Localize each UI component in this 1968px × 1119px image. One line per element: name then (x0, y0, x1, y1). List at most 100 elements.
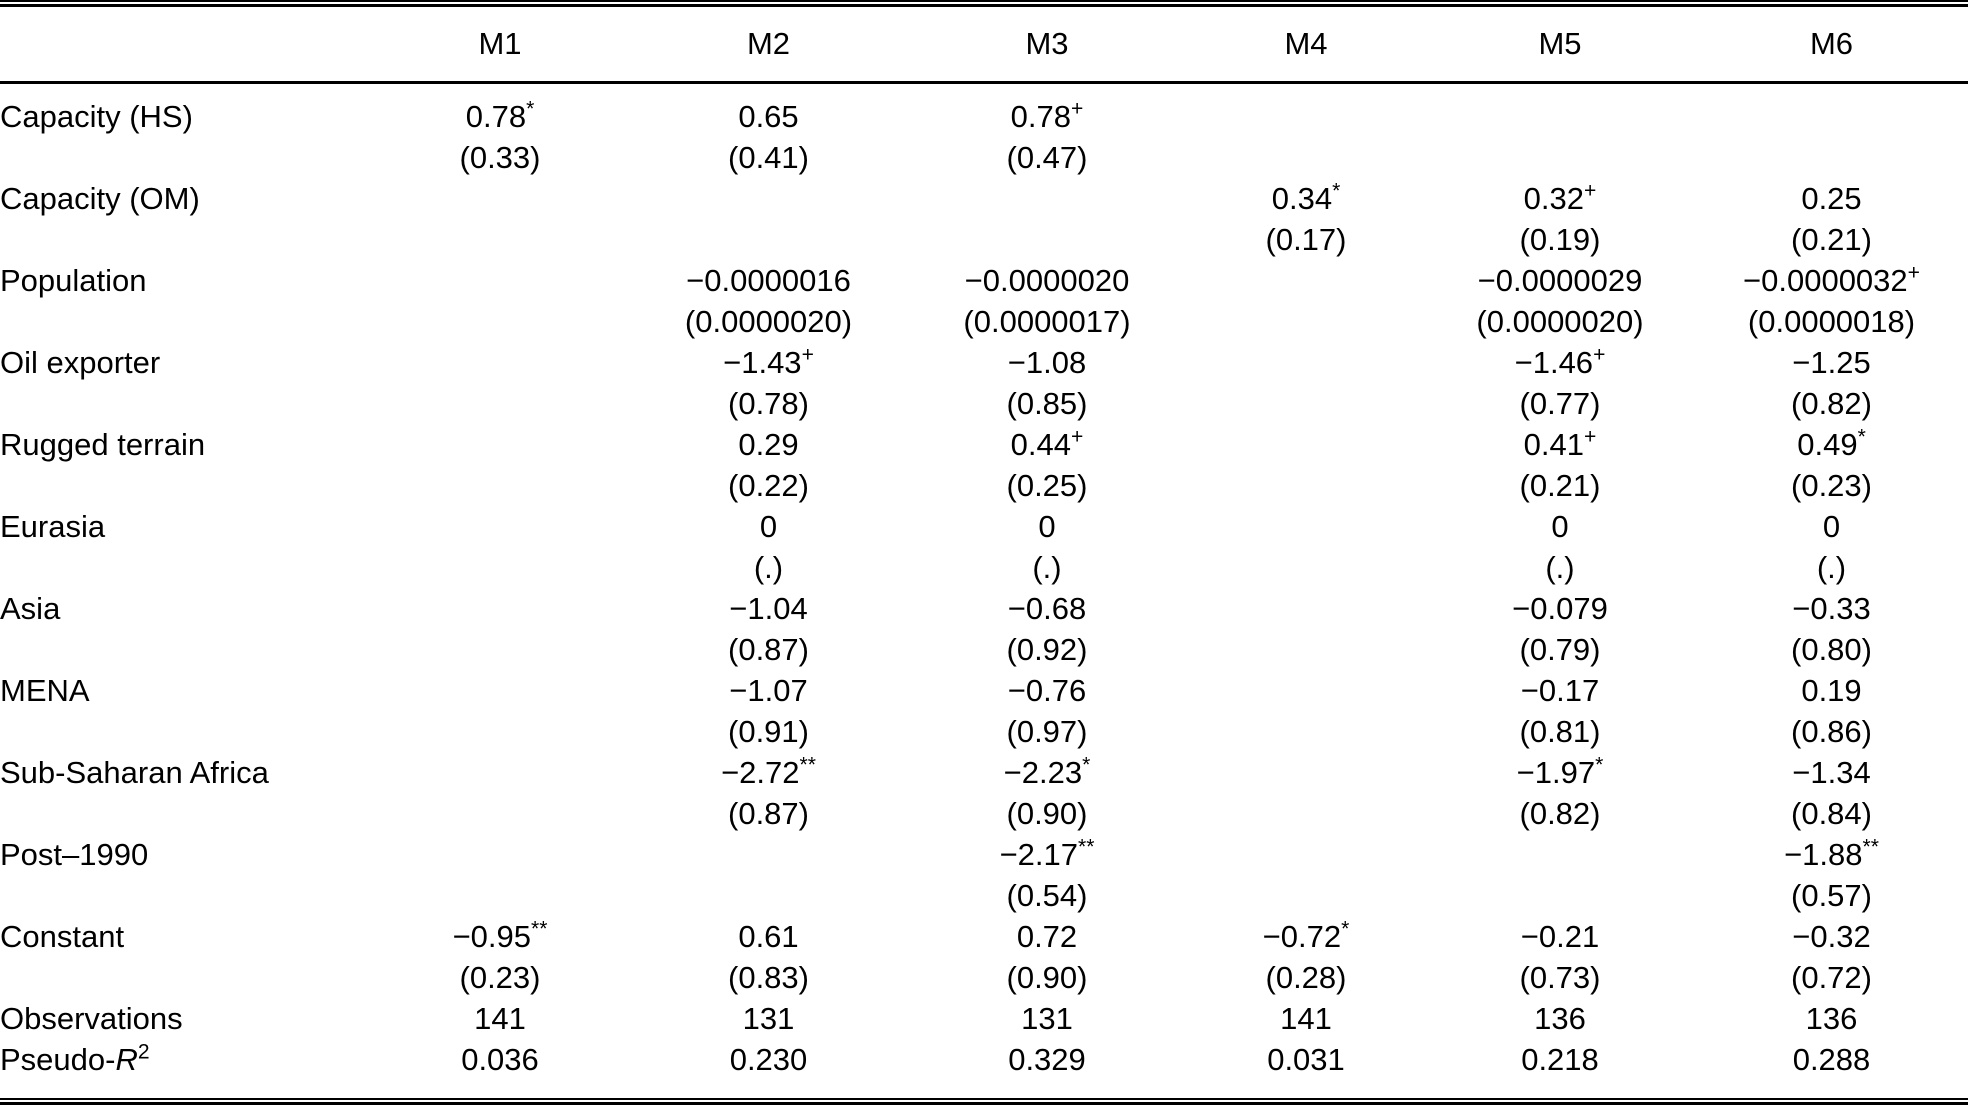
coefficient-value: −0.0000032+ (1743, 261, 1920, 298)
empty-cell (370, 834, 630, 916)
stat-value: 0.218 (1521, 1042, 1599, 1077)
coefficient-value: 0.78+ (1010, 97, 1084, 134)
coefficient-cell: 0.72 (0.90) (907, 916, 1187, 998)
coefficient-value: 0.61 (738, 919, 799, 954)
empty-cell (1187, 83, 1425, 179)
coefficient-value: −2.17** (999, 835, 1095, 872)
coefficient-cell: −1.08 (0.85) (907, 342, 1187, 424)
coefficient-cell: 0.41+ (0.21) (1425, 424, 1695, 506)
coefficient-cell: 0 (.) (1425, 506, 1695, 588)
coefficient-value: −0.95** (452, 917, 548, 954)
empty-cell (1187, 752, 1425, 834)
significance-marker: * (1341, 917, 1350, 941)
standard-error: (0.90) (1006, 960, 1088, 995)
coefficient-cell: −1.43+ (0.78) (630, 342, 907, 424)
variable-row: Rugged terrain 0.29 (0.22) 0.44+ (0.25) 0.41+… (0, 424, 1968, 506)
coefficient-value: 0 (759, 509, 778, 544)
coefficient-value: −0.76 (1007, 673, 1087, 708)
coefficient-cell: −1.04 (0.87) (630, 588, 907, 670)
coefficient-value: −1.25 (1792, 345, 1871, 380)
standard-error: (0.17) (1265, 222, 1347, 257)
column-header-empty (0, 7, 370, 84)
significance-marker: * (526, 97, 535, 121)
coefficient-cell: 0.78* (0.33) (370, 83, 630, 179)
standard-error: (0.86) (1791, 714, 1872, 749)
standard-error: (0.28) (1265, 960, 1347, 995)
coefficient-value: 0.65 (738, 99, 799, 134)
standard-error: (0.0000020) (684, 304, 853, 339)
significance-marker: + (1071, 425, 1084, 449)
header-row: M1 M2 M3 M4 M5 M6 (0, 7, 1968, 84)
standard-error: (0.91) (728, 714, 809, 749)
empty-cell (370, 424, 630, 506)
standard-error: (0.92) (1006, 632, 1088, 667)
variable-row: Asia −1.04 (0.87) −0.68 (0.92) −0.079 (0.79) −0… (0, 588, 1968, 670)
standard-error: (0.82) (1519, 796, 1601, 831)
stat-value: 0.036 (461, 1042, 539, 1077)
coefficient-cell: 0.49* (0.23) (1695, 424, 1968, 506)
standard-error: (0.73) (1519, 960, 1601, 995)
column-header-m6: M6 (1695, 7, 1968, 84)
standard-error: (0.25) (1006, 468, 1088, 503)
significance-marker: ** (531, 917, 548, 941)
coefficient-cell: 0.61 (0.83) (630, 916, 907, 998)
stat-value: 131 (1021, 1001, 1073, 1036)
variable-row: Capacity (HS) 0.78* (0.33) 0.65 (0.41) 0.78+ (… (0, 83, 1968, 179)
empty-cell (630, 834, 907, 916)
stat-value: 136 (1805, 1001, 1858, 1036)
standard-error: (0.83) (728, 960, 809, 995)
coefficient-cell: −0.95** (0.23) (370, 916, 630, 998)
variable-row: MENA −1.07 (0.91) −0.76 (0.97) −0.17 (0.81) 0.1… (0, 670, 1968, 752)
standard-error: (0.87) (728, 632, 809, 667)
row-label: Capacity (OM) (0, 181, 200, 216)
empty-cell (1695, 83, 1968, 179)
coefficient-cell: −0.0000020 (0.0000017) (907, 260, 1187, 342)
empty-cell (370, 752, 630, 834)
empty-cell (370, 260, 630, 342)
coefficient-value: 0 (1038, 509, 1056, 544)
standard-error: (0.79) (1519, 632, 1601, 667)
coefficient-cell: 0.19 (0.86) (1695, 670, 1968, 752)
significance-marker: + (1071, 97, 1084, 121)
stat-value: 0.329 (1008, 1042, 1086, 1077)
coefficient-cell: 0.78+ (0.47) (907, 83, 1187, 179)
column-header-m1: M1 (370, 7, 630, 84)
coefficient-cell: 0.32+ (0.19) (1425, 178, 1695, 260)
coefficient-cell: −1.25 (0.82) (1695, 342, 1968, 424)
row-label: Constant (0, 919, 125, 954)
empty-cell (1187, 506, 1425, 588)
significance-marker: * (1082, 753, 1091, 777)
coefficient-cell: 0.44+ (0.25) (907, 424, 1187, 506)
coefficient-value: −0.32 (1792, 919, 1871, 954)
standard-error: (0.0000018) (1747, 304, 1916, 339)
coefficient-value: −1.88** (1784, 835, 1879, 872)
standard-error: (.) (1816, 550, 1847, 585)
row-label: Post–1990 (0, 837, 149, 872)
coefficient-cell: −2.23* (0.90) (907, 752, 1187, 834)
empty-cell (370, 588, 630, 670)
table-header: M1 M2 M3 M4 M5 M6 (0, 7, 1968, 84)
coefficient-cell: −0.0000029 (0.0000020) (1425, 260, 1695, 342)
variable-row: Capacity (OM) 0.34* (0.17) 0.32+ (0.19) 0.25 (… (0, 178, 1968, 260)
table-body: Capacity (HS) 0.78* (0.33) 0.65 (0.41) 0.78+ (… (0, 83, 1968, 1081)
coefficient-cell: 0.29 (0.22) (630, 424, 907, 506)
row-label: Eurasia (0, 509, 106, 544)
variable-row: Constant −0.95** (0.23) 0.61 (0.83) 0.72 (0.90… (0, 916, 1968, 998)
coefficient-value: 0.49* (1797, 425, 1866, 462)
coefficient-value: 0.32+ (1523, 179, 1597, 216)
coefficient-value: 0.29 (738, 427, 799, 462)
coefficient-value: −1.97* (1516, 753, 1604, 790)
empty-cell (1187, 670, 1425, 752)
empty-cell (1187, 834, 1425, 916)
standard-error: (0.0000020) (1476, 304, 1644, 339)
significance-marker: * (1332, 179, 1341, 203)
variable-row: Sub-Saharan Africa −2.72** (0.87) −2.23* (0.… (0, 752, 1968, 834)
significance-marker: * (1595, 753, 1604, 777)
coefficient-cell: 0.25 (0.21) (1695, 178, 1968, 260)
stat-value: 136 (1534, 1001, 1586, 1036)
row-label: Oil exporter (0, 345, 161, 380)
coefficient-value: −1.46+ (1514, 343, 1606, 380)
coefficient-value: −0.21 (1520, 919, 1600, 954)
coefficient-cell: 0 (.) (907, 506, 1187, 588)
coefficient-value: −0.72* (1262, 917, 1350, 954)
